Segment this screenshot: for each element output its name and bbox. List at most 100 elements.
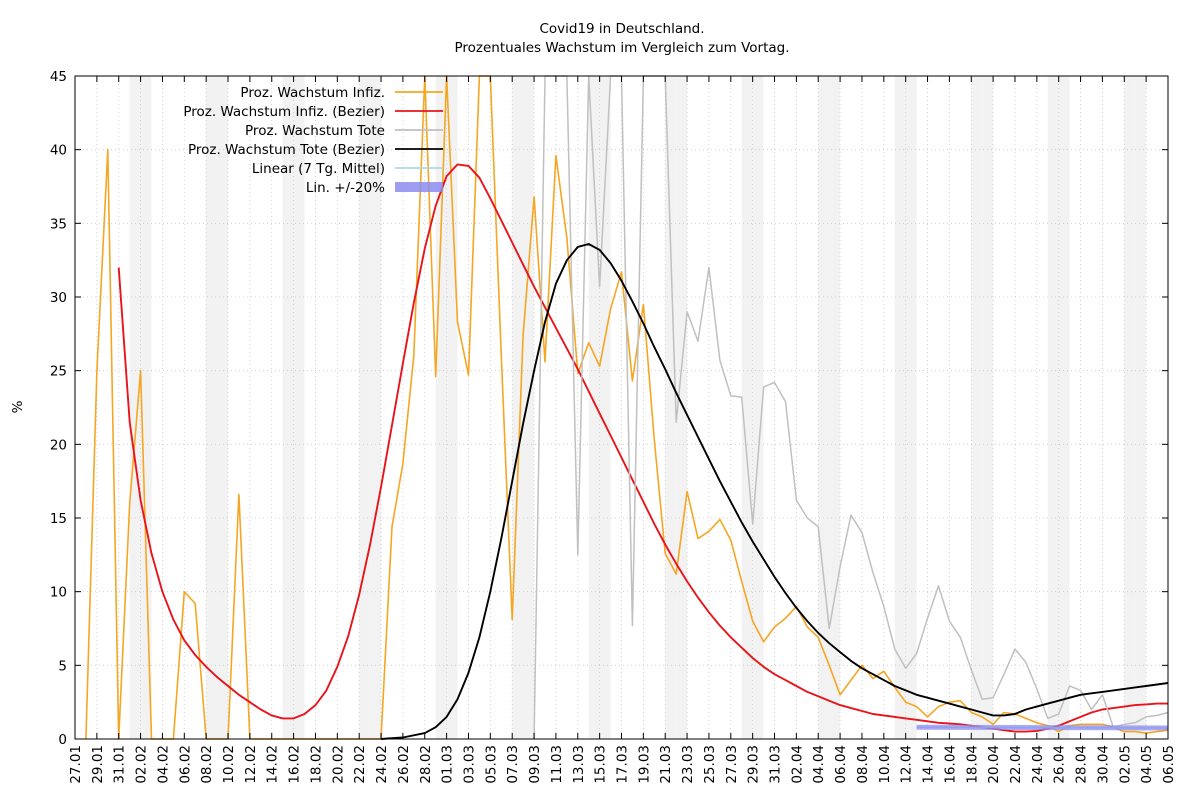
weekend-band [905,76,917,739]
series-line-infiz [85,75,1169,740]
x-tick-label: 08.04 [855,745,871,784]
x-tick-label: 07.03 [505,745,521,784]
weekend-band [971,76,983,739]
y-tick-label: 45 [50,69,67,85]
x-tick-label: 21.03 [658,745,674,784]
x-tick-label: 20.02 [330,745,346,784]
x-tick-label: 27.01 [68,745,84,784]
x-tick-label: 12.04 [899,745,915,784]
weekend-shading [129,76,1147,739]
weekend-band [829,76,841,739]
y-tick-label: 15 [50,511,67,527]
legend: Proz. Wachstum Infiz. Proz. Wachstum Infi… [183,85,443,196]
legend-entry-label: Proz. Wachstum Infiz. (Bezier) [183,104,385,120]
weekend-band [818,76,830,739]
x-tick-label: 29.01 [90,745,106,784]
x-tick-label: 19.03 [636,745,652,784]
legend-entry-label: Linear (7 Tg. Mittel) [252,161,385,177]
series-layer [85,75,1169,740]
x-tick-label: 15.03 [593,745,609,784]
weekend-band [446,76,458,739]
y-tick-label: 5 [58,658,67,674]
chart-subtitle: Prozentuales Wachstum im Vergleich zum V… [454,40,789,56]
series-line-tote [533,75,1169,740]
weekend-band [217,76,229,739]
x-tick-label: 23.03 [680,745,696,784]
legend-entry-label: Proz. Wachstum Infiz. [240,85,385,101]
weekend-band [359,76,371,739]
weekend-band [599,76,611,739]
x-tick-label: 09.03 [527,745,543,784]
weekend-band [741,76,753,739]
weekend-band [1058,76,1070,739]
x-tick-label: 31.01 [112,745,128,784]
x-tick-label: 22.02 [352,745,368,784]
weekend-band [206,76,218,739]
x-tick-label: 05.03 [483,745,499,784]
legend-swatch-band [395,182,443,192]
weekend-band [752,76,764,739]
weekend-band [1135,76,1147,739]
weekend-band [282,76,294,739]
x-tick-label: 13.03 [571,745,587,784]
legend-entry-label: Proz. Wachstum Tote (Bezier) [188,142,385,158]
x-tick-label: 14.02 [265,745,281,784]
weekend-band [588,76,600,739]
x-tick-label: 28.04 [1074,745,1090,784]
weekend-band [370,76,382,739]
x-tick-label: 31.03 [768,745,784,784]
y-ticks: 0 5 10 15 20 25 30 35 40 45 [50,69,1168,748]
x-tick-label: 20.04 [986,745,1002,784]
x-tick-label: 02.04 [789,745,805,784]
x-tick-label: 17.03 [615,745,631,784]
x-tick-label: 27.03 [724,745,740,784]
weekend-band [293,76,305,739]
chart-title: Covid19 in Deutschland. [539,21,704,37]
x-tick-label: 18.02 [308,745,324,784]
x-tick-label: 28.02 [418,745,434,784]
x-tick-label: 01.03 [440,745,456,784]
y-tick-label: 35 [50,216,67,232]
y-axis-label: % [10,400,26,413]
x-tick-label: 18.04 [964,745,980,784]
y-tick-label: 0 [58,732,67,748]
x-tick-label: 02.05 [1117,745,1133,784]
x-ticks: 27.01 29.01 31.01 02.02 04.02 06.02 08.02 10.02… [68,76,1177,784]
series-line-infiz_bezier [117,163,1168,733]
weekend-band [894,76,906,739]
x-tick-label: 04.05 [1139,745,1155,784]
x-tick-label: 11.03 [549,745,565,784]
weekend-band [523,76,535,739]
x-tick-label: 06.02 [177,745,193,784]
y-tick-label: 10 [50,585,67,601]
legend-entry-label: Proz. Wachstum Tote [245,123,385,139]
x-tick-label: 12.02 [243,745,259,784]
series-line-tote_bezier [380,243,1169,740]
x-tick-label: 06.05 [1161,745,1177,784]
x-tick-label: 10.02 [221,745,237,784]
x-tick-label: 06.04 [833,745,849,784]
y-tick-label: 25 [50,364,67,380]
weekend-band [665,76,677,739]
x-tick-label: 16.02 [287,745,303,784]
weekend-band [435,76,447,739]
legend-entry-label: Lin. +/-20% [306,180,385,196]
x-tick-label: 29.03 [746,745,762,784]
weekend-band [140,76,152,739]
weekend-band [676,76,688,739]
x-tick-label: 08.02 [199,745,215,784]
plot-frame [74,75,1169,740]
grid-lines [74,75,1169,740]
x-tick-label: 14.04 [921,745,937,784]
x-tick-label: 02.02 [134,745,150,784]
x-tick-label: 24.02 [374,745,390,784]
x-tick-label: 04.02 [155,745,171,784]
x-tick-label: 22.04 [1008,745,1024,784]
x-tick-label: 03.03 [461,745,477,784]
x-tick-label: 16.04 [942,745,958,784]
x-tick-label: 26.02 [396,745,412,784]
x-tick-label: 04.04 [811,745,827,784]
y-tick-label: 20 [50,437,67,453]
weekend-band [129,76,141,739]
